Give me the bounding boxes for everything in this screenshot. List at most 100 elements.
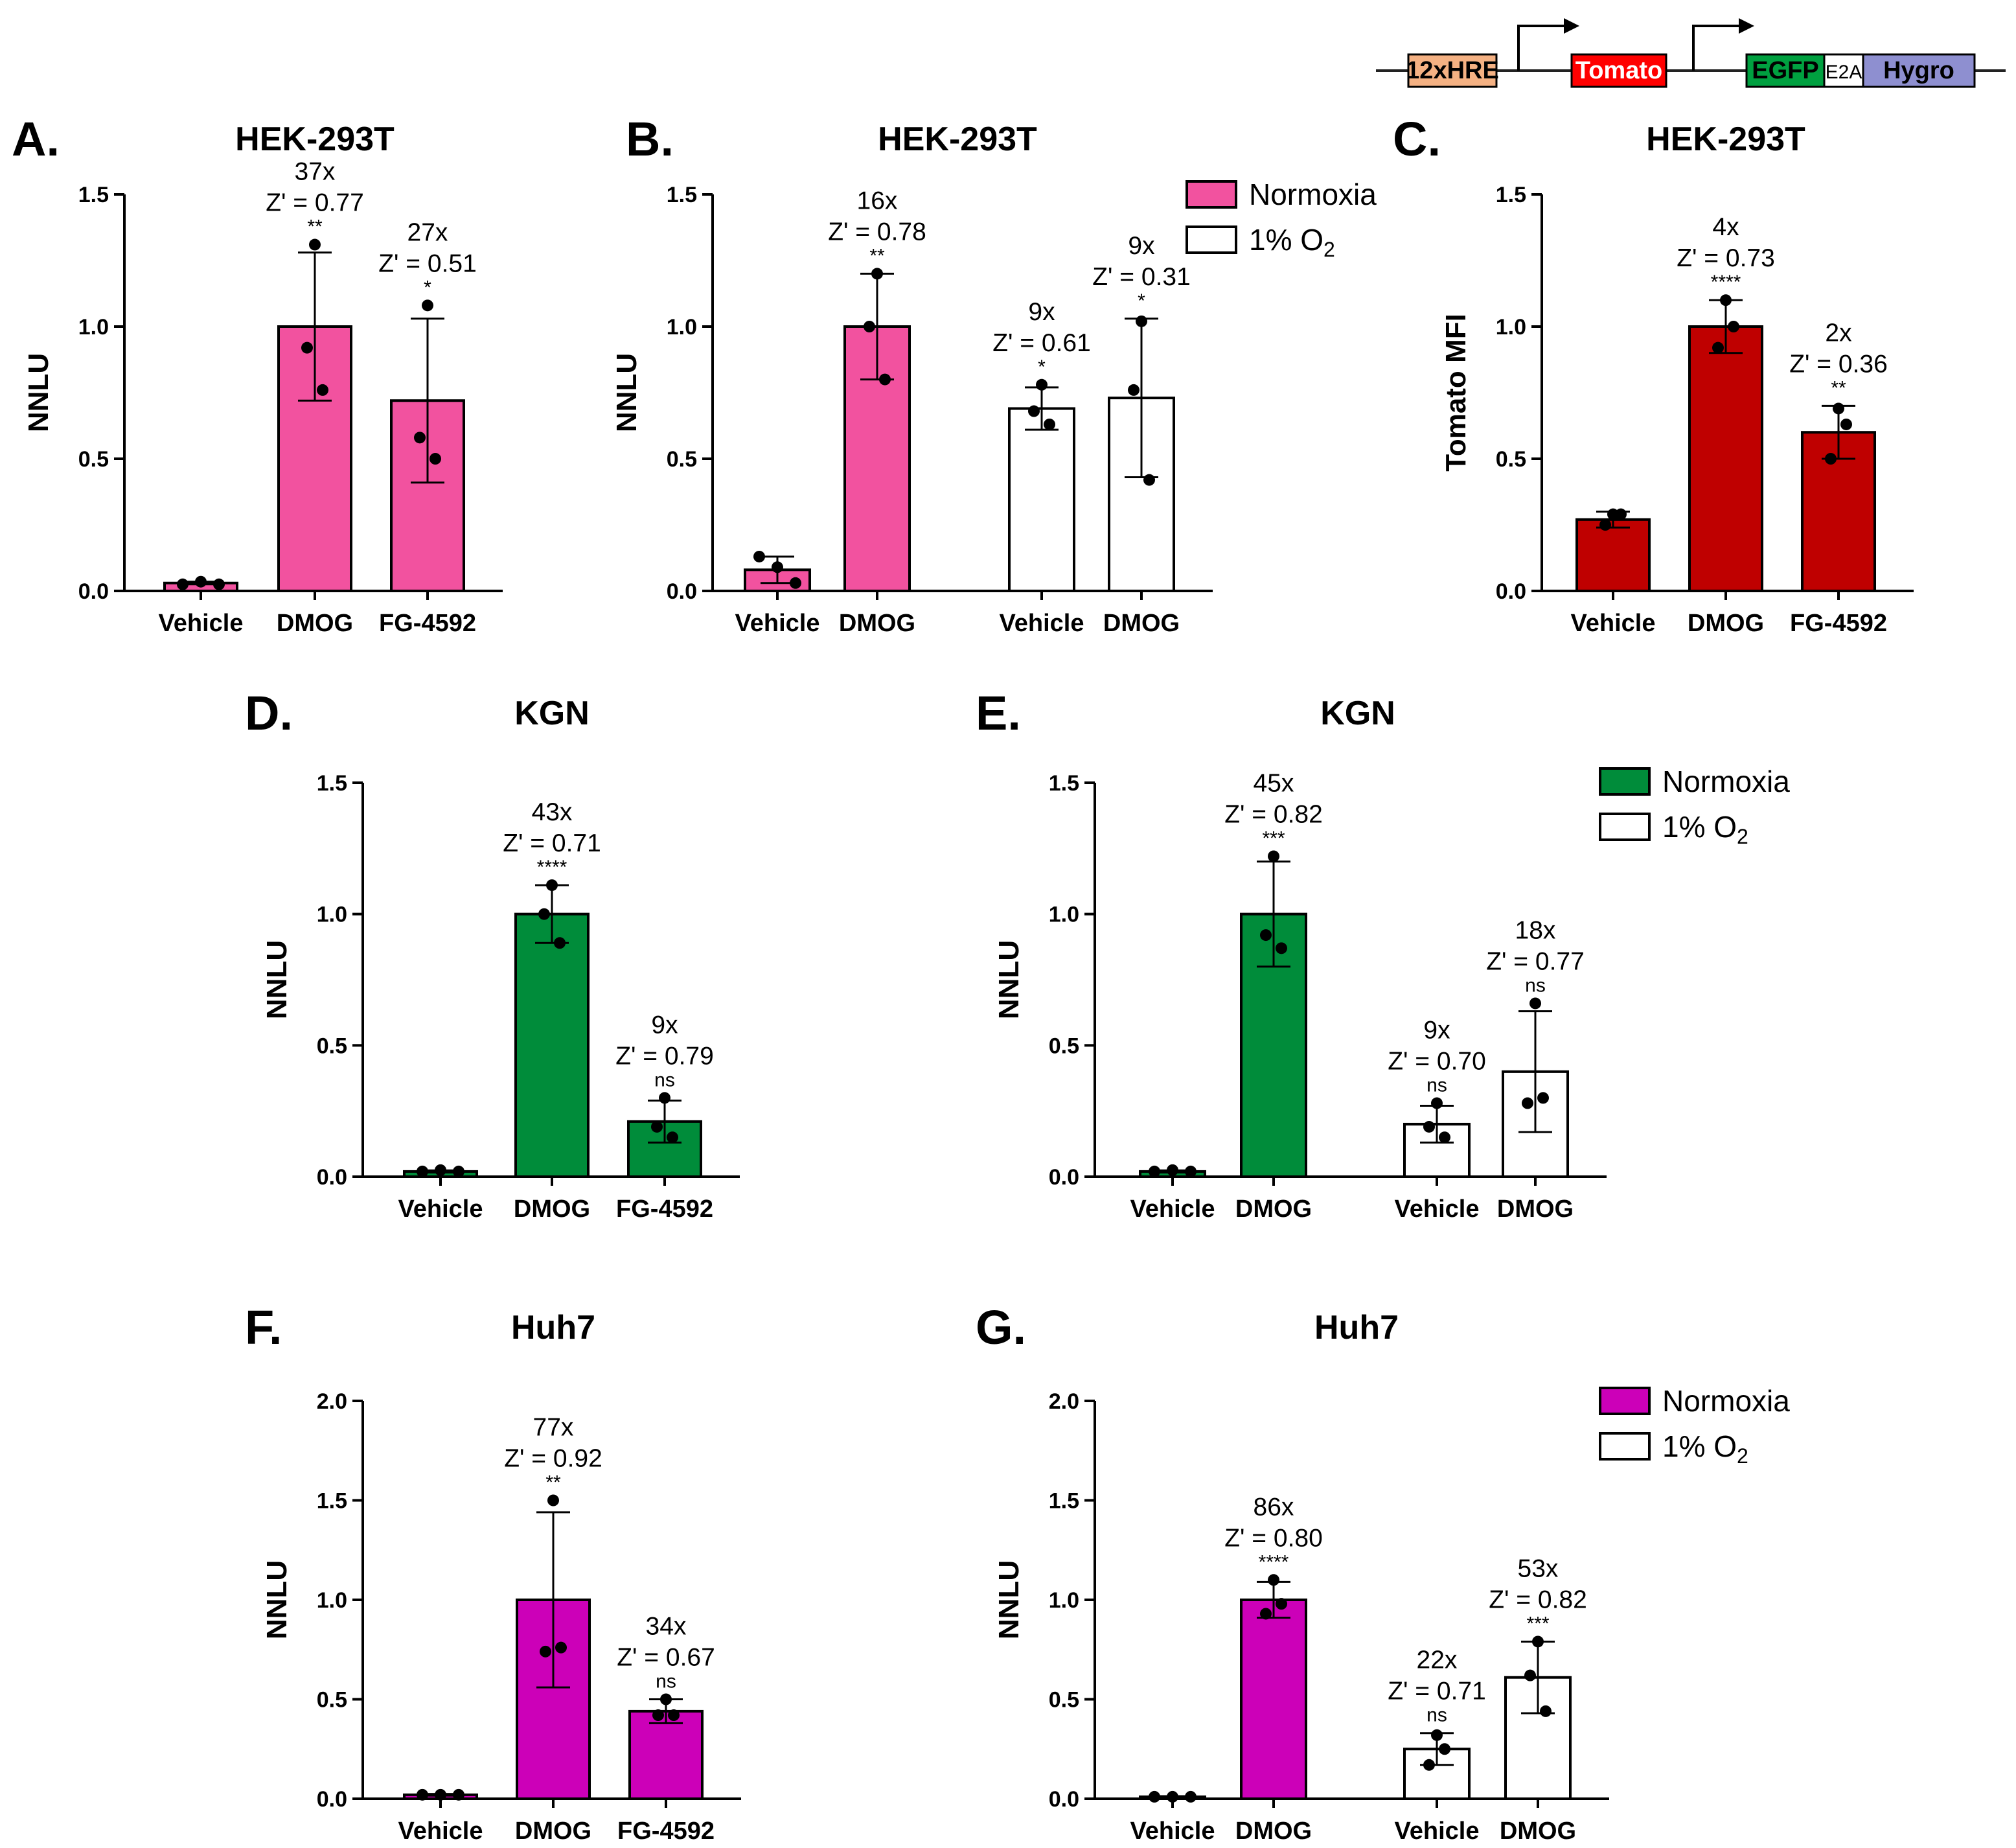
y-tick-label: 1.5 [317, 771, 347, 796]
data-point [659, 1092, 670, 1104]
category-label: Vehicle [398, 1818, 483, 1845]
data-point [1185, 1790, 1197, 1803]
y-axis-label-c: Tomato MFI [1440, 314, 1472, 472]
y-axis-label-d: NNLU [261, 940, 293, 1019]
construct-box-tomato [1570, 53, 1667, 88]
fold-change-label: 22x [1417, 1646, 1458, 1674]
significance-label: ns [1426, 1075, 1447, 1096]
category-label: FG-4592 [1790, 610, 1887, 637]
data-point [1044, 418, 1055, 430]
data-point [1537, 1092, 1549, 1104]
y-tick-label: 0.5 [1049, 1034, 1079, 1058]
y-tick-label: 0.0 [1049, 1787, 1079, 1812]
category-label: Vehicle [159, 610, 244, 637]
promoter-arrow-head-1 [1564, 18, 1579, 34]
data-point [1036, 378, 1048, 391]
z-prime-label: Z' = 0.71 [503, 829, 601, 857]
y-tick-label: 1.5 [667, 183, 697, 207]
data-point [879, 373, 891, 386]
data-point [540, 1645, 551, 1657]
legend-label-2: 1% O2 [1662, 810, 1748, 848]
data-point [1522, 1097, 1533, 1109]
legend-label-1: Normoxia [1662, 765, 1790, 798]
data-point [871, 268, 883, 280]
data-point [1149, 1790, 1160, 1803]
significance-label: ns [1426, 1705, 1447, 1726]
y-axis-label-f: NNLU [261, 1560, 293, 1639]
data-point [1825, 453, 1837, 465]
construct-label-12xhre: 12xHRE [1406, 57, 1499, 84]
data-point [317, 384, 328, 396]
y-tick-label: 0.5 [1049, 1688, 1079, 1713]
data-point [1423, 1120, 1435, 1133]
data-point [753, 550, 765, 562]
promoter-arrow-head-2 [1739, 18, 1754, 34]
bar-b-3 [1008, 407, 1075, 592]
panel-letter-c: C. [1393, 112, 1441, 166]
data-point [453, 1788, 464, 1801]
significance-label: ** [545, 1472, 561, 1494]
y-tick-label: 0.5 [317, 1034, 347, 1058]
significance-label: ns [654, 1069, 675, 1091]
category-label: DMOG [1500, 1818, 1576, 1845]
data-point [301, 341, 313, 354]
data-point [1149, 1165, 1160, 1177]
z-prime-label: Z' = 0.82 [1489, 1586, 1587, 1613]
data-point [177, 578, 189, 590]
y-tick-label: 1.0 [1049, 903, 1079, 927]
chart-title-g: Huh7 [1314, 1309, 1399, 1346]
legend-swatch-1 [1599, 767, 1651, 796]
data-point [1276, 1598, 1287, 1610]
legend-subscript: 2 [1737, 1444, 1748, 1468]
data-point [1185, 1165, 1197, 1177]
bar-d-2 [514, 912, 590, 1178]
category-label: DMOG [514, 1195, 590, 1223]
legend-swatch-2 [1599, 1432, 1651, 1461]
significance-label: * [1138, 290, 1145, 312]
data-point [1615, 508, 1627, 520]
data-point [1524, 1669, 1536, 1681]
legend-subscript: 2 [1323, 238, 1335, 261]
data-point [660, 1693, 672, 1705]
z-prime-label: Z' = 0.36 [1789, 350, 1888, 378]
significance-label: ** [869, 245, 885, 266]
data-point [1532, 1635, 1544, 1648]
data-point [667, 1131, 678, 1144]
panel-letter-g: G. [976, 1300, 1026, 1354]
legend-swatch-1 [1599, 1387, 1651, 1415]
category-label: DMOG [515, 1818, 591, 1845]
significance-label: **** [537, 857, 567, 878]
category-label: DMOG [1103, 610, 1180, 637]
category-label: Vehicle [1130, 1195, 1215, 1223]
legend-swatch-1 [1186, 180, 1237, 209]
category-label: DMOG [1235, 1195, 1312, 1223]
y-tick-label: 1.5 [78, 183, 109, 207]
significance-label: ** [307, 216, 323, 238]
category-label: FG-4592 [617, 1818, 715, 1845]
data-point [864, 321, 875, 332]
panel-letter-a: A. [12, 112, 60, 166]
category-label: DMOG [1497, 1195, 1574, 1223]
fold-change-label: 53x [1518, 1554, 1559, 1582]
fold-change-label: 9x [1128, 232, 1155, 260]
bar-c-2 [1688, 325, 1763, 592]
z-prime-label: Z' = 0.61 [992, 329, 1091, 357]
data-point [1260, 1608, 1272, 1620]
y-axis-label-b: NNLU [611, 353, 643, 432]
category-label: DMOG [1235, 1818, 1312, 1845]
fold-change-label: 9x [1423, 1017, 1450, 1045]
data-point [538, 908, 550, 920]
y-tick-label: 1.0 [78, 315, 109, 340]
fold-change-label: 18x [1515, 916, 1556, 944]
y-axis-label-g: NNLU [993, 1560, 1025, 1639]
data-point [309, 238, 321, 251]
data-point [435, 1788, 446, 1801]
z-prime-label: Z' = 0.92 [504, 1445, 602, 1473]
data-point [414, 432, 426, 444]
data-point [1431, 1729, 1443, 1741]
bar-g-2 [1240, 1599, 1307, 1800]
z-prime-label: Z' = 0.77 [266, 189, 364, 217]
